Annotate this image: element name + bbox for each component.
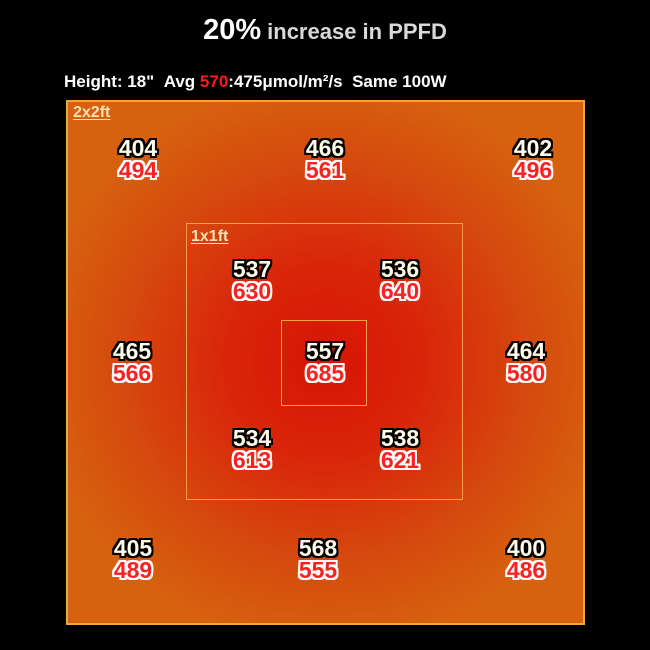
title-rest: increase in PPFD (267, 19, 447, 44)
reading-cell: 537 630 (212, 256, 292, 304)
subtitle: Height: 18" Avg 570:475μmol/m²/s Same 10… (64, 72, 447, 92)
avg-new-value: 570 (199, 72, 229, 91)
reading-old: 466 (305, 135, 345, 161)
reading-cell: 400 486 (486, 535, 566, 583)
reading-old: 537 (232, 256, 272, 282)
reading-cell: 538 621 (360, 425, 440, 473)
reading-new: 496 (513, 157, 553, 183)
outer-frame-label: 2x2ft (73, 104, 111, 121)
inner-frame-label: 1x1ft (191, 228, 229, 245)
reading-new: 494 (118, 157, 158, 183)
reading-cell: 568 555 (278, 535, 358, 583)
reading-cell: 402 496 (493, 135, 573, 183)
center-frame (281, 320, 367, 406)
height-label: Height: 18" (64, 72, 155, 91)
reading-cell: 404 494 (98, 135, 178, 183)
page-title: 20% increase in PPFD (0, 14, 650, 47)
reading-new: 561 (305, 157, 345, 183)
reading-old: 557 (305, 338, 345, 364)
reading-new: 555 (298, 557, 338, 583)
reading-new: 630 (232, 278, 272, 304)
reading-cell: 405 489 (93, 535, 173, 583)
reading-old: 405 (113, 535, 153, 561)
reading-cell: 465 566 (92, 338, 172, 386)
reading-new: 685 (305, 360, 345, 386)
reading-new: 489 (113, 557, 153, 583)
reading-new: 580 (506, 360, 546, 386)
title-highlight: 20% (203, 14, 262, 46)
reading-old: 536 (380, 256, 420, 282)
reading-old: 534 (232, 425, 272, 451)
inner-1x1-frame (186, 223, 463, 500)
reading-new: 621 (380, 447, 420, 473)
reading-new: 613 (232, 447, 272, 473)
reading-old: 465 (112, 338, 152, 364)
power-label: Same 100W (352, 72, 447, 91)
reading-cell: 464 580 (486, 338, 566, 386)
reading-old: 538 (380, 425, 420, 451)
reading-old: 464 (506, 338, 546, 364)
outer-2x2-frame (66, 100, 585, 625)
reading-cell: 536 640 (360, 256, 440, 304)
reading-cell: 466 561 (285, 135, 365, 183)
reading-new: 566 (112, 360, 152, 386)
reading-new: 486 (506, 557, 546, 583)
reading-old: 400 (506, 535, 546, 561)
reading-cell: 534 613 (212, 425, 292, 473)
reading-cell: 557 685 (285, 338, 365, 386)
avg-old-value: :475μmol/m²/s (228, 72, 343, 91)
reading-new: 640 (380, 278, 420, 304)
reading-old: 402 (513, 135, 553, 161)
avg-label: Avg (163, 72, 200, 91)
reading-old: 404 (118, 135, 158, 161)
reading-old: 568 (298, 535, 338, 561)
